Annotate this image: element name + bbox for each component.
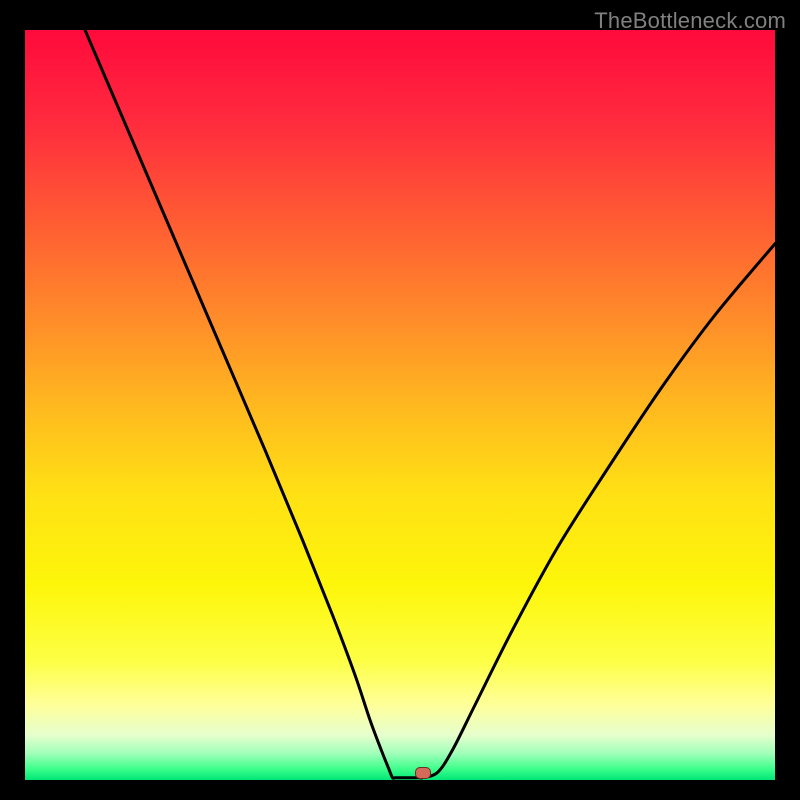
chart-frame: TheBottleneck.com	[0, 0, 800, 800]
bottleneck-curve	[25, 30, 775, 780]
bottleneck-marker	[415, 767, 431, 779]
plot-area	[25, 30, 775, 775]
watermark-text: TheBottleneck.com	[594, 8, 786, 34]
